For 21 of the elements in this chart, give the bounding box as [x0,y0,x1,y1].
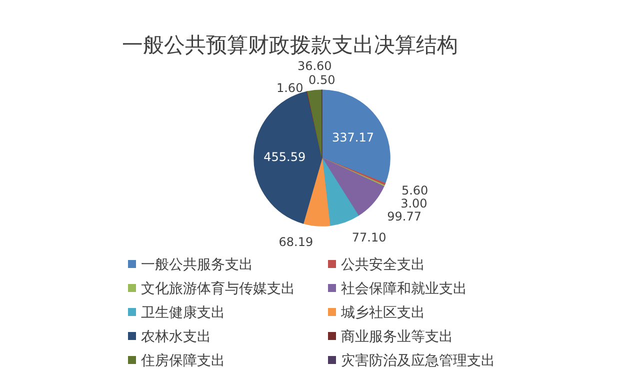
legend-label: 一般公共服务支出 [141,256,253,273]
data-label: 3.00 [400,196,428,211]
data-label: 68.19 [278,234,314,249]
legend-label: 住房保障支出 [140,352,225,369]
chart-title: 一般公共预算财政拨款支出决算结构 [122,33,458,57]
legend-label: 社会保障和就业支出 [341,280,467,297]
legend-label: 卫生健康支出 [141,304,225,321]
data-label: 455.59 [264,150,306,164]
data-label: 0.50 [308,73,336,88]
legend-label: 文化旅游体育与传媒支出 [141,280,295,297]
data-label: 5.60 [401,184,428,198]
data-label: 337.17 [332,130,374,144]
data-label: 36.60 [297,59,332,74]
legend-label: 灾害防治及应急管理支出 [341,352,495,369]
data-label: 1.60 [276,81,304,96]
data-label: 77.10 [352,230,386,244]
legend-label: 农林水支出 [141,328,211,345]
data-label: 99.77 [387,210,422,224]
legend-label: 城乡社区支出 [340,304,425,321]
legend-label: 商业服务业等支出 [341,328,453,345]
legend-label: 公共安全支出 [341,256,425,273]
